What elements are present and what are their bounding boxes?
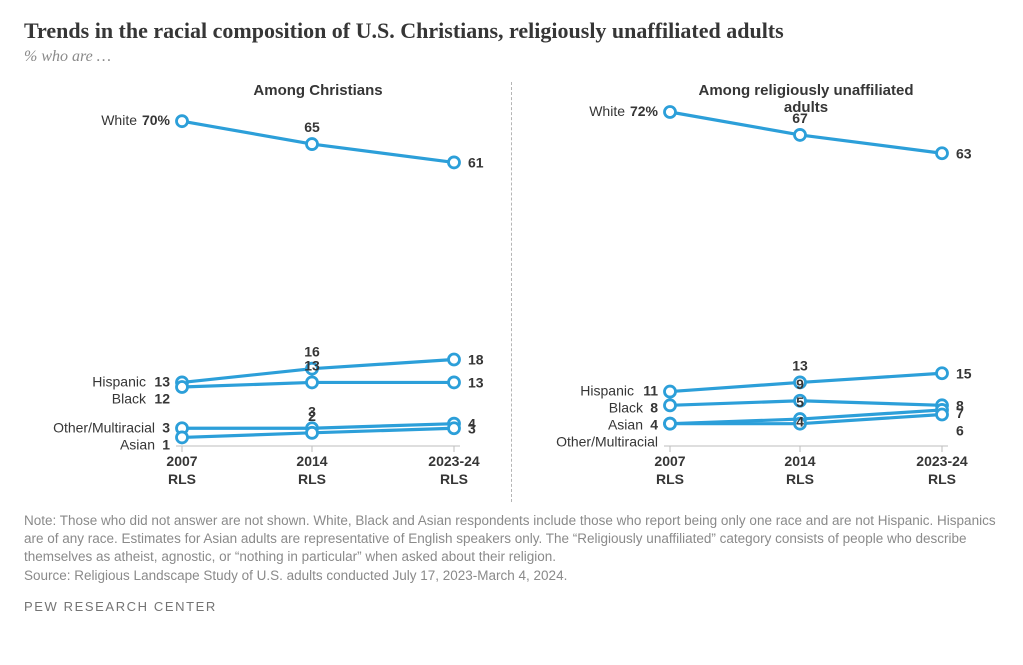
chart-subtitle: % who are … [24,48,999,66]
series-marker [307,139,318,150]
x-tick-label: RLS [168,471,196,487]
series-marker [449,377,460,388]
value-label: 3 [162,419,170,435]
value-label: 61 [468,154,484,170]
x-tick-label: 2023-24 [916,453,968,469]
value-label: 4 [796,414,804,430]
figure: Trends in the racial composition of U.S.… [0,0,1023,665]
x-tick-label: 2023-24 [428,453,480,469]
chart-svg: 2007 RLS 2014 RLS 2023-24 RLS 67 63 13 15 9 8 5 7 4 6 72… [512,82,992,502]
x-tick-label: 2007 [654,453,685,469]
series-marker [307,427,318,438]
series-label: Black [609,400,644,416]
note-text: Note: Those who did not answer are not s… [24,512,999,567]
series-label: Other/Multiracial [53,419,155,435]
value-label: 72% [630,103,659,119]
value-label: 18 [468,352,484,368]
value-label: 13 [468,374,484,390]
series-marker [177,116,188,127]
x-tick-label: RLS [298,471,326,487]
series-label: Hispanic [580,383,634,399]
x-tick-label: 2014 [296,453,327,469]
series-marker [665,418,676,429]
value-label: 3 [468,420,476,436]
series-marker [177,382,188,393]
value-label: 7 [956,405,964,421]
value-label: 8 [650,400,658,416]
series-label: Asian [120,436,155,452]
series-label: Black [112,390,147,406]
x-tick-label: 2014 [784,453,815,469]
charts-row: Among Christians2007RLS2014RLS2023-24RLS… [24,82,999,502]
source-text: Source: Religious Landscape Study of U.S… [24,567,999,585]
value-label: 4 [650,417,658,433]
series-marker [307,377,318,388]
x-tick-label: 2007 [166,453,197,469]
x-tick-label: RLS [440,471,468,487]
footnotes: Note: Those who did not answer are not s… [24,512,999,585]
value-label: 13 [154,373,170,389]
series-marker [449,157,460,168]
panel-unaffiliated: Among religiously unaffiliated adults200… [512,82,999,502]
series-marker [665,107,676,118]
brand: PEW RESEARCH CENTER [24,599,999,614]
series-marker [795,129,806,140]
x-tick-label: RLS [928,471,956,487]
value-label: 11 [643,383,658,399]
series-label: Asian [608,417,643,433]
series-marker [937,368,948,379]
value-label: 9 [796,376,804,392]
series-marker [937,148,948,159]
value-label: 67 [792,110,808,126]
value-label: 15 [956,365,972,381]
value-label: 65 [304,119,320,135]
value-label: 13 [792,357,808,373]
value-label: 1 [162,436,170,452]
value-label: 5 [796,394,804,410]
series-marker [937,409,948,420]
series-label: White [589,103,625,119]
value-label: 6 [956,423,964,439]
series-marker [449,354,460,365]
value-label: 12 [154,390,170,406]
series-marker [665,400,676,411]
x-tick-label: RLS [656,471,684,487]
value-label: 13 [304,357,320,373]
value-label: 70% [142,112,171,128]
series-marker [665,386,676,397]
series-marker [177,432,188,443]
series-label: Other/Multiracial [556,434,658,450]
x-tick-label: RLS [786,471,814,487]
value-label: 63 [956,145,972,161]
value-label: 2 [308,408,316,424]
panel-christians: Among Christians2007RLS2014RLS2023-24RLS… [24,82,511,502]
chart-svg: 2007RLS2014RLS2023-24RLS6561161813133423… [24,82,504,502]
series-label: White [101,112,137,128]
chart-title: Trends in the racial composition of U.S.… [24,18,999,44]
series-label: Hispanic [92,373,146,389]
series-marker [449,423,460,434]
